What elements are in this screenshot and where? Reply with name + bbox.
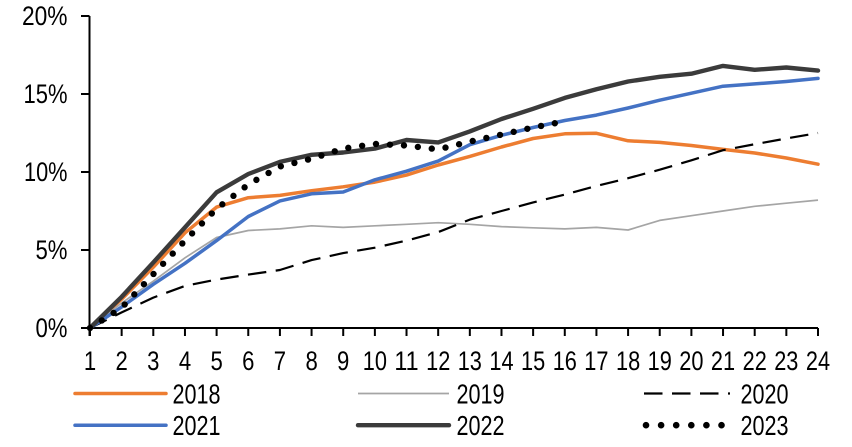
svg-text:8: 8 bbox=[305, 346, 317, 376]
svg-text:4: 4 bbox=[179, 346, 191, 376]
svg-text:5%: 5% bbox=[36, 235, 68, 265]
svg-text:0%: 0% bbox=[36, 313, 68, 343]
svg-text:10%: 10% bbox=[24, 157, 68, 187]
svg-text:11: 11 bbox=[394, 346, 418, 376]
svg-text:2018: 2018 bbox=[173, 379, 221, 410]
svg-text:2022: 2022 bbox=[457, 410, 505, 441]
svg-text:12: 12 bbox=[426, 346, 450, 376]
svg-text:6: 6 bbox=[242, 346, 254, 376]
svg-text:2021: 2021 bbox=[173, 410, 221, 441]
svg-text:15%: 15% bbox=[24, 79, 68, 109]
svg-text:18: 18 bbox=[616, 346, 640, 376]
svg-text:14: 14 bbox=[489, 346, 513, 376]
svg-text:20: 20 bbox=[679, 346, 703, 376]
svg-text:21: 21 bbox=[711, 346, 735, 376]
svg-text:16: 16 bbox=[553, 346, 577, 376]
svg-text:10: 10 bbox=[363, 346, 387, 376]
svg-text:20%: 20% bbox=[22, 1, 68, 31]
svg-text:22: 22 bbox=[743, 346, 767, 376]
svg-text:3: 3 bbox=[147, 346, 159, 376]
svg-text:9: 9 bbox=[337, 346, 349, 376]
svg-text:2023: 2023 bbox=[741, 410, 789, 441]
svg-text:5: 5 bbox=[210, 346, 222, 376]
svg-text:2019: 2019 bbox=[457, 379, 505, 410]
svg-text:19: 19 bbox=[648, 346, 672, 376]
svg-text:15: 15 bbox=[521, 346, 545, 376]
svg-text:1: 1 bbox=[84, 346, 96, 376]
svg-text:2020: 2020 bbox=[741, 379, 789, 410]
svg-text:7: 7 bbox=[274, 346, 286, 376]
svg-text:13: 13 bbox=[458, 346, 482, 376]
svg-text:17: 17 bbox=[584, 346, 608, 376]
svg-text:23: 23 bbox=[774, 346, 798, 376]
svg-text:2: 2 bbox=[116, 346, 128, 376]
svg-text:24: 24 bbox=[806, 346, 830, 376]
